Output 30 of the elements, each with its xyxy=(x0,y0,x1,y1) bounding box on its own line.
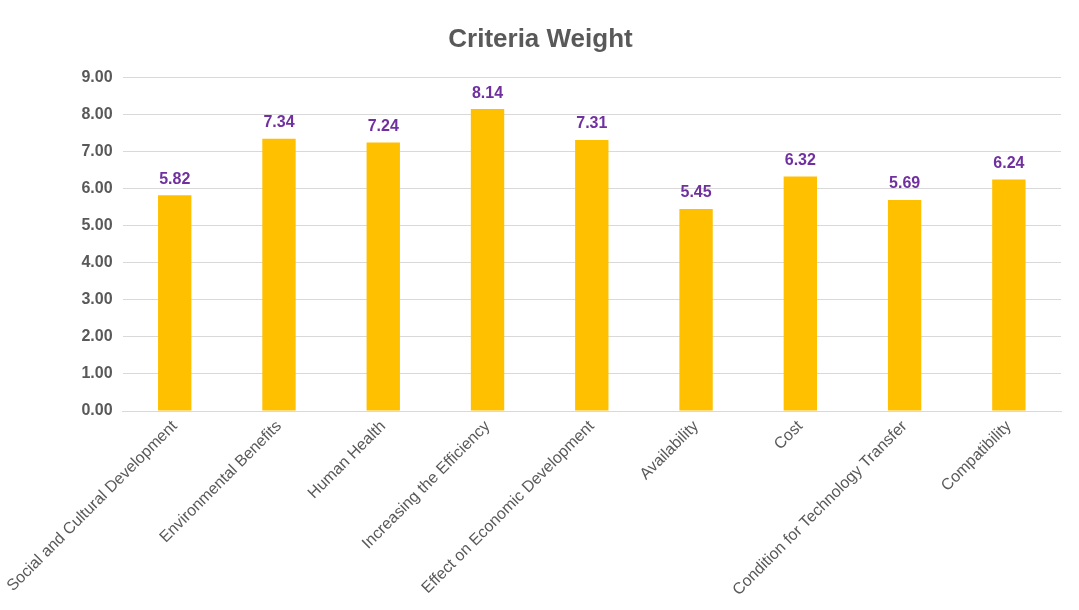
data-label: 6.32 xyxy=(784,151,816,169)
data-label: 8.14 xyxy=(471,83,504,101)
data-label: 7.24 xyxy=(367,116,399,134)
y-tick-label: 2.00 xyxy=(81,327,113,345)
bar xyxy=(679,208,713,411)
y-tick-label: 3.00 xyxy=(81,290,113,308)
bar xyxy=(992,179,1026,411)
data-label: 6.24 xyxy=(993,153,1025,171)
data-label: 5.69 xyxy=(889,174,921,192)
chart-title: Criteria Weight xyxy=(448,22,634,53)
y-tick-label: 0.00 xyxy=(81,401,113,419)
y-tick-label: 1.00 xyxy=(81,364,113,382)
data-label: 7.34 xyxy=(263,113,295,131)
y-tick-label: 8.00 xyxy=(81,104,113,122)
bar xyxy=(783,176,818,411)
bar xyxy=(470,109,505,411)
bar xyxy=(887,199,922,411)
y-tick-label: 4.00 xyxy=(81,253,113,271)
data-label: 5.82 xyxy=(159,169,191,187)
bar xyxy=(575,139,609,411)
y-tick-label: 5.00 xyxy=(81,215,113,233)
y-tick-label: 9.00 xyxy=(81,67,113,85)
data-label: 7.31 xyxy=(576,114,608,132)
bar xyxy=(158,195,192,411)
bar xyxy=(262,138,296,411)
y-tick-label: 7.00 xyxy=(81,141,113,159)
data-label: 5.45 xyxy=(680,183,712,201)
y-tick-label: 6.00 xyxy=(81,178,113,196)
bar xyxy=(366,142,400,411)
x-tick-label: Cost xyxy=(770,416,806,453)
